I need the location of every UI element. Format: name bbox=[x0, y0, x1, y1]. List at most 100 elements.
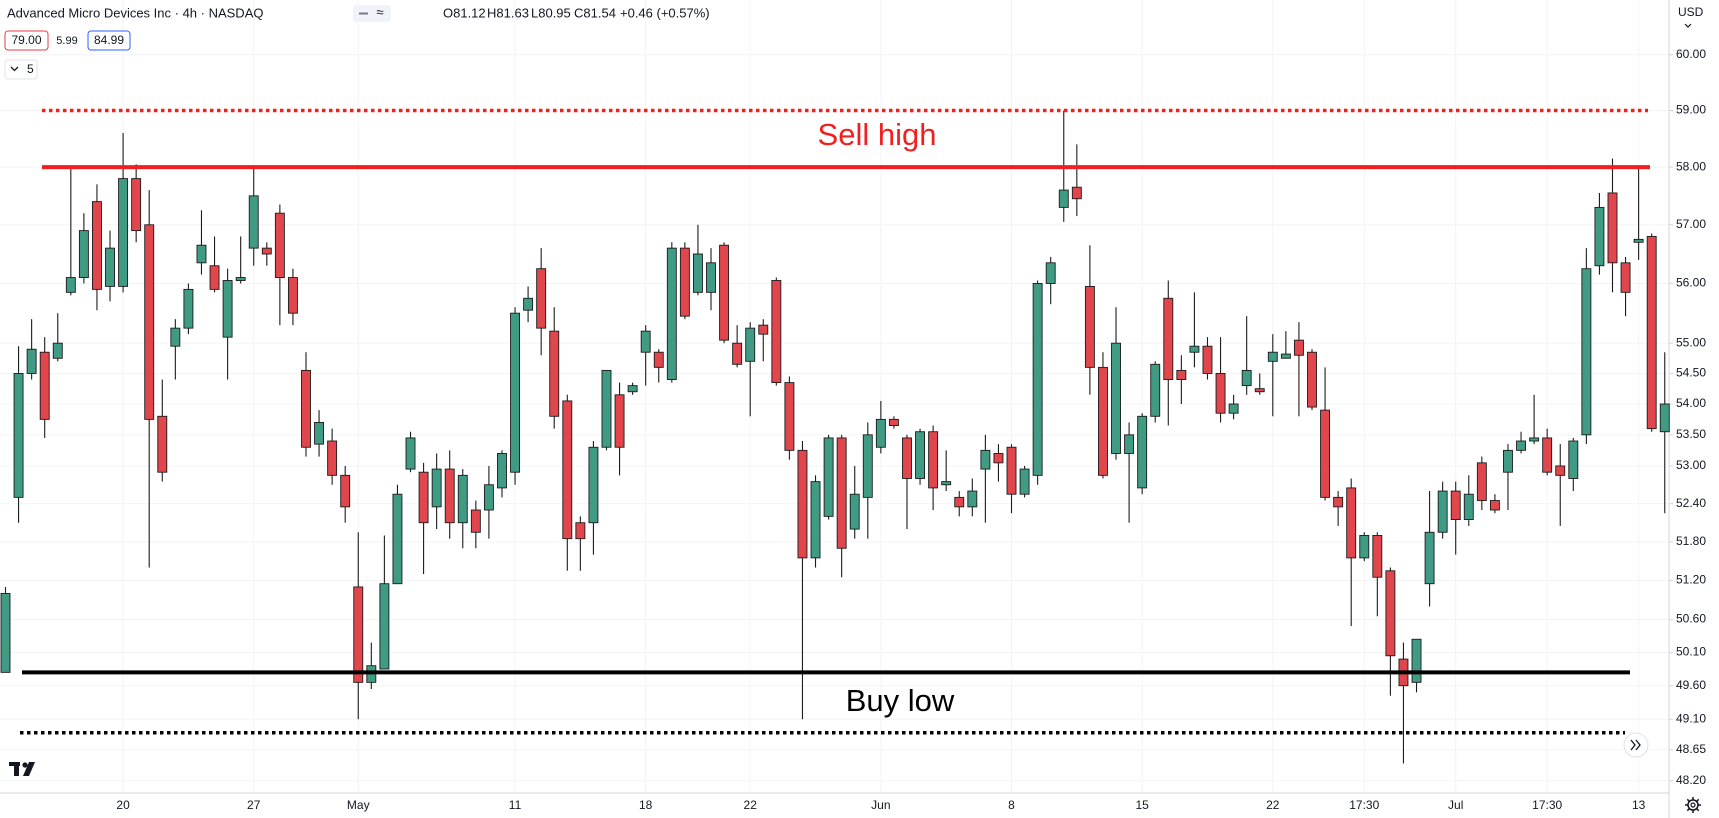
candle-body bbox=[1137, 415, 1148, 489]
symbol-title: Advanced Micro Devices Inc · 4h · NASDAQ bbox=[7, 5, 263, 20]
candle-body bbox=[1542, 437, 1553, 473]
overlay: Sell high Buy low bbox=[20, 108, 1650, 735]
candle-body bbox=[392, 493, 403, 585]
y-tick-label: 51.80 bbox=[1676, 534, 1706, 548]
y-tick-label: 53.50 bbox=[1676, 427, 1706, 441]
candle-body bbox=[131, 178, 142, 232]
ohlc-open: O81.12 bbox=[443, 5, 486, 20]
y-tick-label: 48.65 bbox=[1676, 742, 1706, 756]
candle-body bbox=[1372, 535, 1383, 578]
y-tick-label: 51.20 bbox=[1676, 573, 1706, 587]
candle-body bbox=[993, 453, 1004, 464]
gear-icon bbox=[1690, 802, 1696, 808]
candle-body bbox=[797, 449, 808, 559]
candle-body bbox=[549, 330, 560, 417]
y-tick-label: 58.00 bbox=[1676, 159, 1706, 173]
candle-body bbox=[379, 583, 390, 670]
candle-body bbox=[1163, 297, 1174, 380]
y-tick-label: 57.00 bbox=[1676, 217, 1706, 231]
candle-body bbox=[536, 268, 547, 329]
ohlc-high: H81.63 bbox=[487, 5, 529, 20]
candle-body bbox=[928, 431, 939, 489]
candle-body bbox=[510, 312, 520, 473]
candle-body bbox=[457, 474, 468, 524]
candle-body bbox=[118, 178, 129, 287]
candle-body bbox=[222, 280, 233, 338]
x-tick-label: 27 bbox=[247, 798, 261, 812]
y-tick-label: 49.10 bbox=[1676, 711, 1706, 725]
candle-body bbox=[483, 484, 494, 511]
candle-body bbox=[209, 265, 220, 290]
chevron-icon bbox=[10, 66, 19, 72]
candle-body bbox=[679, 247, 690, 317]
candle-body bbox=[836, 437, 847, 549]
y-tick-label: 52.40 bbox=[1676, 496, 1706, 510]
candle-body bbox=[1463, 493, 1474, 520]
candle-body bbox=[1241, 369, 1252, 387]
x-tick-label: 17:30 bbox=[1532, 798, 1562, 812]
y-tick-label: 48.20 bbox=[1676, 773, 1706, 787]
x-tick-label: Jun bbox=[871, 798, 890, 812]
candle-body bbox=[915, 431, 925, 479]
x-tick-label: 22 bbox=[1266, 798, 1280, 812]
candle-body bbox=[1202, 345, 1213, 374]
toggle-icon: ≈ bbox=[376, 4, 383, 19]
sell-price: 79.00 bbox=[11, 33, 41, 47]
candle-body bbox=[1489, 500, 1500, 511]
candle-body bbox=[666, 247, 677, 380]
gear-icon bbox=[1685, 797, 1701, 813]
candle-body bbox=[1320, 409, 1331, 498]
candle-body bbox=[1084, 285, 1095, 368]
ohlc-low: L80.95 bbox=[531, 5, 571, 20]
candle-body bbox=[105, 247, 115, 287]
candle-body bbox=[627, 385, 638, 393]
buy-button[interactable] bbox=[87, 30, 131, 51]
candle-body bbox=[52, 342, 63, 359]
candle-body bbox=[1150, 363, 1161, 417]
x-tick-label: 17:30 bbox=[1349, 798, 1379, 812]
y-tick-label: 55.00 bbox=[1676, 335, 1706, 349]
candle-body bbox=[653, 351, 664, 368]
annotation: Sell high bbox=[818, 117, 937, 152]
candle-body bbox=[497, 453, 507, 489]
candle-body bbox=[1437, 490, 1448, 533]
spread: 5.99 bbox=[56, 35, 77, 47]
candle-body bbox=[1228, 403, 1239, 414]
candle-body bbox=[405, 437, 416, 470]
x-tick-label: May bbox=[347, 798, 370, 812]
candle-body bbox=[1476, 462, 1487, 501]
x-tick-label: 20 bbox=[116, 798, 130, 812]
candle-body bbox=[1032, 283, 1043, 476]
toggle-pill[interactable] bbox=[353, 5, 391, 22]
candle-body bbox=[1385, 570, 1396, 657]
candle-body bbox=[849, 493, 860, 530]
candle-body bbox=[575, 522, 586, 540]
logo bbox=[9, 762, 35, 776]
sell-button[interactable] bbox=[4, 30, 49, 51]
candle-body bbox=[170, 327, 181, 347]
candle-body bbox=[1633, 238, 1644, 243]
candle-body bbox=[431, 468, 442, 508]
candle-body bbox=[1594, 206, 1605, 267]
scroll-right-button[interactable] bbox=[1623, 732, 1649, 758]
candle-body bbox=[1019, 468, 1030, 495]
candle-body bbox=[1215, 372, 1226, 414]
candle-body bbox=[1424, 531, 1435, 585]
candle-body bbox=[523, 297, 534, 311]
candle-body bbox=[1607, 192, 1618, 264]
x-tick-label: 18 bbox=[639, 798, 653, 812]
currency[interactable]: USD bbox=[1678, 5, 1704, 19]
candle-body bbox=[954, 496, 965, 508]
logo-part bbox=[22, 762, 28, 768]
candle-body bbox=[1568, 440, 1579, 479]
candle-body bbox=[287, 277, 298, 314]
indicators-toggle[interactable] bbox=[4, 59, 38, 80]
candle-body bbox=[1280, 353, 1291, 359]
x-tick-label: 13 bbox=[1632, 798, 1646, 812]
candle-body bbox=[745, 327, 756, 362]
candle-body bbox=[248, 195, 259, 249]
settings-button[interactable] bbox=[1685, 797, 1701, 813]
logo-part bbox=[23, 762, 35, 776]
